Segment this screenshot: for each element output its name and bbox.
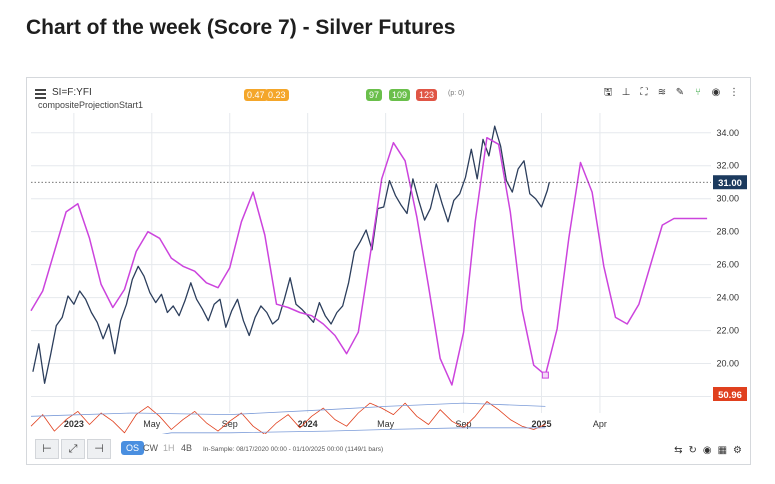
more-icon[interactable]: ⋮ bbox=[729, 87, 739, 98]
grid-icon[interactable]: ▦ bbox=[717, 445, 728, 456]
price-label: 31.00 bbox=[718, 178, 742, 189]
menu-icon[interactable] bbox=[35, 89, 46, 101]
y-tick-label: 34.00 bbox=[716, 128, 739, 138]
eye-icon[interactable]: ◉ bbox=[702, 445, 712, 456]
chart-panel: SI=F:YFI compositeProjectionStart1 0.47 … bbox=[26, 77, 751, 465]
y-tick-label: 26.00 bbox=[716, 260, 739, 270]
refresh-icon[interactable]: ↻ bbox=[688, 445, 697, 456]
pin-icon[interactable]: ⊥ bbox=[621, 87, 631, 98]
score-badge-2: 109 bbox=[389, 89, 411, 101]
score-badge-1: 97 bbox=[366, 89, 383, 101]
x-tick-label: 2025 bbox=[531, 419, 551, 429]
range-os-button[interactable]: OS bbox=[121, 441, 145, 455]
indicator-label: compositeProjectionStart1 bbox=[38, 100, 144, 110]
sort-icon[interactable]: ⇆ bbox=[674, 445, 683, 456]
p-info: (p: 0) bbox=[448, 90, 465, 97]
sample-info: In-Sample: 08/17/2020 00:00 - 01/10/2025… bbox=[203, 446, 384, 453]
expand-icon[interactable]: ⤢ bbox=[61, 439, 85, 459]
range-1h-button[interactable]: 1H bbox=[163, 443, 175, 453]
y-tick-label: 24.00 bbox=[716, 293, 739, 303]
page-title: Chart of the week (Score 7) - Silver Fut… bbox=[26, 16, 456, 39]
eye-icon[interactable]: ◉ bbox=[711, 87, 721, 98]
x-tick-label: Sep bbox=[222, 419, 238, 429]
score-badge-3: 123 bbox=[416, 89, 438, 101]
orange-badge-2: 0.23 bbox=[265, 89, 289, 101]
settings-icon[interactable]: ⚙ bbox=[733, 445, 742, 456]
range-cw-button[interactable]: CW bbox=[143, 443, 158, 453]
save-icon[interactable]: 🖫 bbox=[603, 87, 613, 98]
projection-start-marker bbox=[541, 371, 549, 379]
chart-footer: ⊢ ⤢ ⊣ OS CW 1H 4B In-Sample: 08/17/2020 … bbox=[27, 434, 750, 464]
orange-badge-1: 0.47 bbox=[244, 89, 268, 101]
x-tick-label: May bbox=[377, 419, 395, 429]
y-tick-label: 22.00 bbox=[716, 326, 739, 336]
x-tick-label: 2023 bbox=[64, 419, 84, 429]
fullscreen-icon[interactable]: ⛶ bbox=[640, 87, 648, 98]
y-tick-label: 30.00 bbox=[716, 194, 739, 204]
range-4b-button[interactable]: 4B bbox=[181, 443, 193, 453]
projection-line bbox=[30, 136, 708, 386]
symbol-label[interactable]: SI=F:YFI bbox=[52, 87, 92, 98]
lower-band-line bbox=[161, 427, 546, 434]
align-left-icon[interactable]: ⊢ bbox=[35, 439, 59, 459]
x-tick-label: Sep bbox=[456, 419, 472, 429]
chart-toolbar: 🖫 ⊥ ⛶ ≋ ✎ ⑂ ◉ ⋮ bbox=[602, 87, 740, 99]
draw-icon[interactable]: ✎ bbox=[675, 87, 685, 98]
price-line bbox=[32, 125, 550, 384]
chart-plot: 18.0020.0022.0024.0026.0028.0030.0032.00… bbox=[30, 113, 747, 434]
oscillator-line bbox=[30, 401, 546, 434]
oscillator-label-box bbox=[713, 387, 747, 401]
y-tick-label: 20.00 bbox=[716, 359, 739, 369]
price-label-box bbox=[713, 175, 747, 190]
x-tick-label: Apr bbox=[593, 419, 607, 429]
footer-tools: ⇆ ↻ ◉ ▦ ⚙ bbox=[674, 445, 742, 456]
chart-header: SI=F:YFI compositeProjectionStart1 0.47 … bbox=[27, 78, 750, 110]
projection-icon[interactable]: ⑂ bbox=[695, 87, 701, 98]
align-right-icon[interactable]: ⊣ bbox=[87, 439, 111, 459]
x-tick-label: 2024 bbox=[298, 419, 318, 429]
y-tick-label: 28.00 bbox=[716, 227, 739, 237]
x-tick-label: May bbox=[143, 419, 161, 429]
oscillator-label: 50.96 bbox=[718, 390, 742, 401]
upper-band-line bbox=[30, 402, 546, 417]
compare-icon[interactable]: ≋ bbox=[657, 87, 667, 98]
y-tick-label: 32.00 bbox=[716, 161, 739, 171]
